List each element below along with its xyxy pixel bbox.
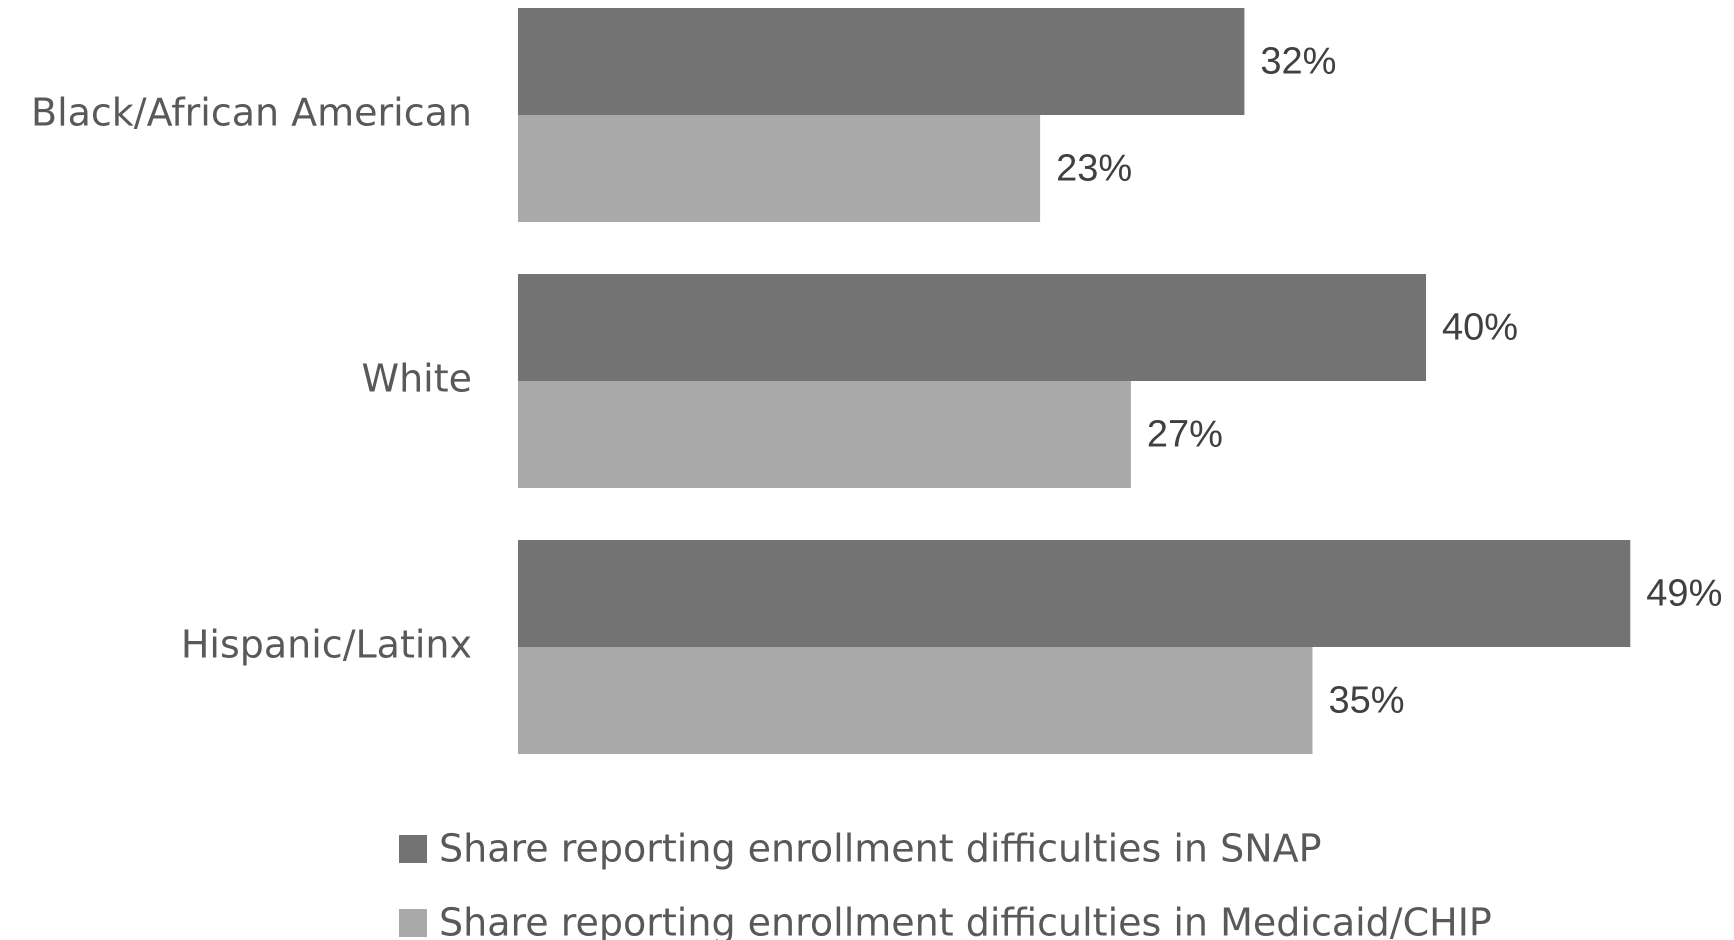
legend-label-snap: Share reporting enrollment difficulties … — [439, 827, 1322, 871]
category-label-hispanic-latinx: Hispanic/Latinx — [181, 623, 472, 667]
data-label-medicaid-chip-black-african-american: 23% — [1056, 148, 1132, 190]
bar-snap-white — [518, 274, 1426, 381]
bar-snap-hispanic-latinx — [518, 540, 1631, 647]
bar-medicaid-chip-white — [518, 381, 1131, 488]
data-label-medicaid-chip-hispanic-latinx: 35% — [1329, 680, 1405, 722]
data-label-snap-black-african-american: 32% — [1260, 41, 1336, 83]
data-label-medicaid-chip-white: 27% — [1147, 414, 1223, 456]
bar-medicaid-chip-black-african-american — [518, 115, 1041, 222]
data-label-snap-white: 40% — [1442, 307, 1518, 349]
legend: Share reporting enrollment difficulties … — [399, 827, 1492, 940]
category-label-white: White — [362, 357, 473, 401]
category-label-black-african-american: Black/African American — [31, 91, 472, 135]
data-label-snap-hispanic-latinx: 49% — [1646, 573, 1722, 615]
legend-swatch-snap — [399, 835, 427, 863]
bar-snap-black-african-american — [518, 8, 1245, 115]
legend-swatch-medicaid-chip — [399, 909, 427, 937]
legend-label-medicaid-chip: Share reporting enrollment difficulties … — [439, 901, 1492, 940]
bar-medicaid-chip-hispanic-latinx — [518, 647, 1313, 754]
